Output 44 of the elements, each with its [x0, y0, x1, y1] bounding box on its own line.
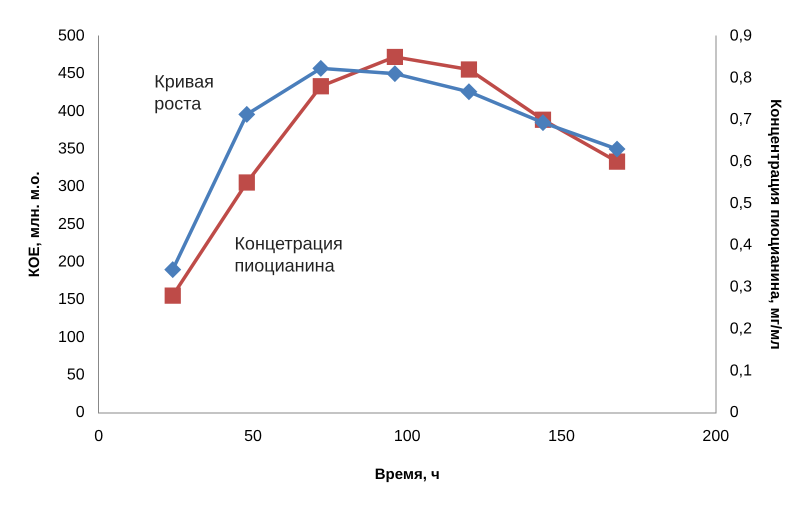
y2-axis-title: Концентрация пиоцианина, мг/мл	[766, 99, 784, 350]
point	[239, 106, 255, 122]
point	[313, 60, 329, 76]
y-tick-label: 200	[58, 253, 85, 270]
y2-tick-label: 0,4	[730, 236, 752, 254]
point	[386, 48, 403, 66]
y-tick-label: 150	[58, 291, 85, 308]
point	[238, 174, 255, 191]
point	[609, 141, 625, 157]
x-tick-label: 50	[244, 428, 262, 445]
x-tick-label: 0	[94, 428, 104, 445]
point	[164, 287, 181, 304]
y2-tick-label: 0,2	[730, 320, 752, 338]
y-tick-label: 50	[66, 366, 85, 384]
y2-tick-label: 0,5	[730, 194, 752, 212]
x-tick-label: 150	[548, 428, 575, 445]
y2-tick-label: 0	[730, 404, 739, 422]
y-tick-label: 450	[58, 65, 85, 82]
point	[461, 84, 477, 100]
point	[535, 114, 551, 130]
y2-tick-label: 0,6	[730, 153, 752, 170]
y-tick-label: 400	[58, 102, 85, 120]
y2-tick-label: 0,8	[730, 69, 752, 86]
y-tick-label: 500	[58, 27, 85, 44]
series-label: Кривая роста	[154, 72, 214, 114]
series-label: Концетрация пиоцианина	[234, 234, 343, 276]
y2-tick-label: 0,1	[730, 362, 752, 380]
point	[387, 66, 403, 82]
x-tick-label: 200	[702, 428, 730, 445]
point	[312, 78, 329, 94]
y-tick-label: 350	[58, 140, 85, 158]
y-tick-label: 0	[76, 404, 85, 422]
y-tick-label: 100	[58, 328, 85, 346]
y2-tick-label: 0,7	[730, 111, 752, 128]
x-tick-label: 100	[394, 428, 421, 445]
point	[164, 262, 180, 278]
y2-tick-label: 0,3	[730, 278, 752, 296]
point	[460, 61, 478, 78]
y2-tick-label: 0,9	[730, 27, 752, 44]
point	[608, 153, 626, 170]
x-axis-title: Время, ч	[374, 466, 440, 484]
y-tick-label: 300	[58, 178, 85, 196]
y-axis-title: КОЕ, млн. м.о.	[26, 172, 44, 278]
y-tick-label: 250	[58, 216, 85, 233]
